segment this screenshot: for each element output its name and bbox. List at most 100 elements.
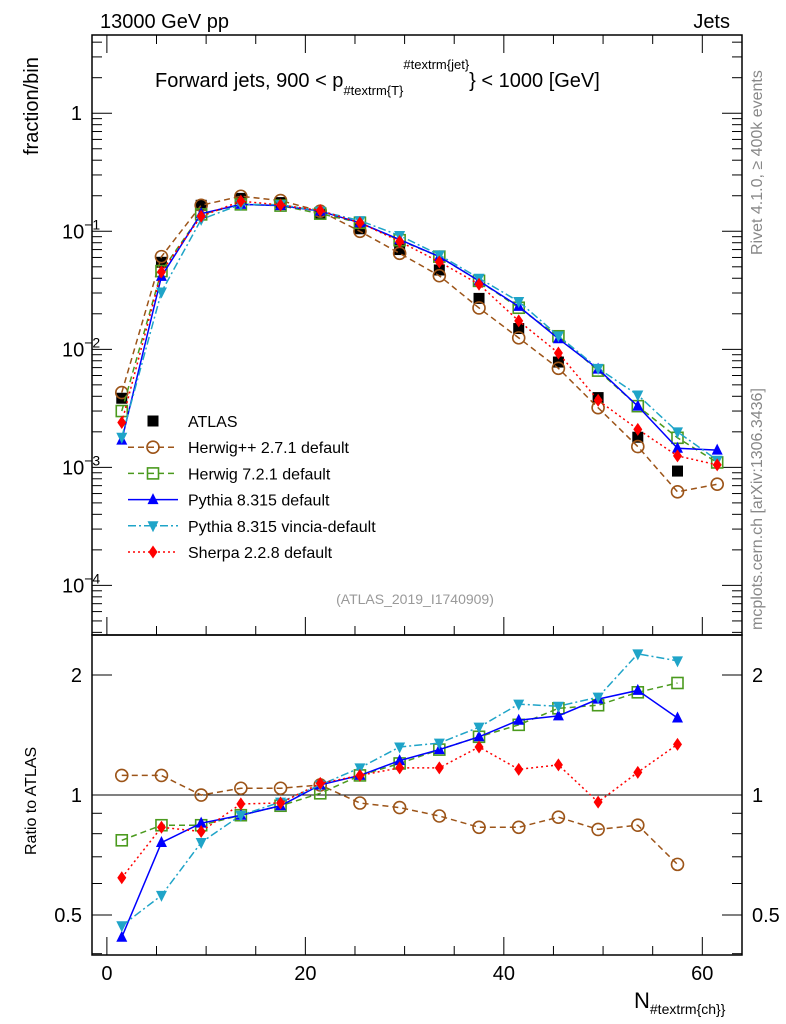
- ratio-tick-label-right: 1: [752, 785, 763, 807]
- data-point-pythia-8-315-default: [671, 441, 683, 453]
- ratio-point-pythia-8-315-vincia-default: [552, 701, 564, 713]
- y-tick-label: 10−3: [62, 452, 100, 479]
- ratio-point-pythia-8-315-default: [632, 683, 644, 695]
- data-point-sherpa-2-2-8-default: [712, 458, 722, 472]
- ratio-point-pythia-8-315-vincia-default: [513, 699, 525, 711]
- legend-marker-sherpa-2-2-8-default: [148, 545, 158, 559]
- y-axis-label: fraction/bin: [21, 57, 43, 155]
- ratio-point-herwig-2-7-1-default: [631, 818, 645, 833]
- x-label-sub: #textrm{ch}}: [650, 1001, 726, 1017]
- ratio-point-pythia-8-315-vincia-default: [155, 890, 167, 902]
- data-point-pythia-8-315-default: [711, 443, 723, 455]
- legend-label-atlas: ATLAS: [188, 414, 238, 431]
- data-point-atlas: [671, 465, 683, 477]
- data-point-pythia-8-315-vincia-default: [632, 390, 644, 402]
- ratio-tick-label: 2: [71, 665, 82, 687]
- ratio-tick-label-right: 2: [752, 665, 763, 687]
- x-tick-label: 40: [493, 963, 515, 985]
- data-point-sherpa-2-2-8-default: [672, 449, 682, 463]
- data-point-herwig-2-7-1-default: [472, 301, 486, 315]
- data-point-herwig-2-7-1-default: [710, 477, 724, 491]
- ratio-point-pythia-8-315-vincia-default: [116, 921, 128, 933]
- ratio-point-sherpa-2-2-8-default: [633, 765, 643, 779]
- data-point-sherpa-2-2-8-default: [276, 198, 286, 212]
- series-line-sherpa-2-2-8-default: [121, 200, 718, 466]
- ratio-frame: [91, 634, 743, 956]
- data-point-herwig-2-7-1-default: [631, 439, 645, 454]
- data-point-atlas: [473, 292, 485, 304]
- ratio-point-herwig-2-7-1-default: [472, 820, 486, 835]
- data-point-herwig-2-7-1-default: [670, 485, 685, 499]
- ratio-point-pythia-8-315-default: [394, 754, 406, 766]
- data-point-sherpa-2-2-8-default: [593, 393, 603, 407]
- ratio-point-herwig-2-7-1-default: [551, 810, 566, 824]
- title-end: } < 1000 [GeV]: [469, 70, 600, 92]
- ratio-point-sherpa-2-2-8-default: [553, 758, 563, 772]
- ratio-point-pythia-8-315-default: [671, 711, 683, 723]
- ratio-point-herwig-2-7-1-default: [194, 788, 208, 802]
- ratio-point-pythia-8-315-default: [195, 816, 207, 828]
- ratio-point-herwig-2-7-1-default: [154, 768, 169, 783]
- ratio-point-sherpa-2-2-8-default: [117, 871, 127, 885]
- ratio-point-pythia-8-315-vincia-default: [433, 738, 445, 750]
- series-line-herwig-2-7-1-default: [121, 195, 718, 493]
- data-point-sherpa-2-2-8-default: [395, 234, 405, 248]
- data-point-pythia-8-315-vincia-default: [671, 427, 683, 439]
- legend-label-herwig-2-7-1-default: Herwig++ 2.7.1 default: [188, 440, 350, 457]
- data-point-sherpa-2-2-8-default: [315, 203, 325, 217]
- legend-label-sherpa-2-2-8-default: Sherpa 2.2.8 default: [188, 545, 333, 562]
- plot-title: Forward jets, 900 < p#textrm{T} #textrm{j…: [155, 57, 600, 98]
- ratio-tick-label-right: 0.5: [752, 905, 780, 927]
- data-point-pythia-8-315-vincia-default: [552, 331, 564, 343]
- data-point-pythia-8-315-vincia-default: [592, 363, 604, 375]
- legend-label-pythia-8-315-default: Pythia 8.315 default: [188, 493, 330, 510]
- ratio-point-herwig-2-7-1-default: [432, 809, 447, 823]
- data-point-pythia-8-315-vincia-default: [116, 432, 128, 444]
- ratio-point-pythia-8-315-vincia-default: [394, 742, 406, 754]
- data-point-atlas: [195, 199, 207, 211]
- title-sub: #textrm{T}: [343, 83, 404, 98]
- ratio-line-sherpa-2-2-8-default: [121, 743, 678, 879]
- ratio-point-pythia-8-315-default: [513, 713, 525, 725]
- ratio-point-pythia-8-315-vincia-default: [632, 649, 644, 661]
- ratio-point-sherpa-2-2-8-default: [156, 820, 166, 834]
- ratio-tick-label: 1: [71, 785, 82, 807]
- data-point-sherpa-2-2-8-default: [633, 422, 643, 436]
- energy-label: 13000 GeV pp: [100, 11, 229, 33]
- x-tick-label: 60: [691, 963, 713, 985]
- ratio-point-sherpa-2-2-8-default: [672, 737, 682, 751]
- data-point-sherpa-2-2-8-default: [196, 209, 206, 223]
- ratio-point-sherpa-2-2-8-default: [474, 740, 484, 754]
- ratio-point-herwig-7-2-1-default: [671, 676, 684, 690]
- ratio-point-herwig-2-7-1-default: [353, 796, 367, 810]
- legend-marker-pythia-8-315-vincia-default: [147, 521, 159, 533]
- ratio-point-pythia-8-315-vincia-default: [235, 810, 247, 822]
- ratio-point-sherpa-2-2-8-default: [315, 776, 325, 790]
- ratio-point-pythia-8-315-default: [552, 709, 564, 721]
- data-point-sherpa-2-2-8-default: [117, 415, 127, 429]
- data-point-atlas: [513, 323, 525, 335]
- ratio-point-sherpa-2-2-8-default: [593, 795, 603, 809]
- data-point-sherpa-2-2-8-default: [434, 255, 444, 269]
- ratio-point-herwig-2-7-1-default: [511, 820, 526, 835]
- ratio-point-pythia-8-315-vincia-default: [354, 763, 366, 775]
- title-main: Forward jets, 900 < p: [155, 70, 343, 92]
- y-tick-label: 10−2: [62, 334, 100, 361]
- y-tick-label: 10−1: [62, 216, 100, 243]
- data-point-sherpa-2-2-8-default: [236, 194, 246, 208]
- ratio-point-pythia-8-315-vincia-default: [473, 722, 485, 734]
- data-point-pythia-8-315-vincia-default: [155, 287, 167, 299]
- legend-marker-pythia-8-315-default: [147, 493, 159, 505]
- ratio-point-sherpa-2-2-8-default: [236, 797, 246, 811]
- data-point-herwig-2-7-1-default: [154, 249, 169, 264]
- ratio-point-pythia-8-315-default: [155, 836, 167, 848]
- ratio-point-sherpa-2-2-8-default: [434, 761, 444, 775]
- x-tick-label: 0: [101, 963, 112, 985]
- data-point-herwig-2-7-1-default: [511, 331, 526, 345]
- ratio-point-sherpa-2-2-8-default: [355, 768, 365, 782]
- ratio-point-herwig-2-7-1-default: [392, 800, 407, 815]
- ratio-point-sherpa-2-2-8-default: [514, 762, 524, 776]
- rivet-label: Rivet 4.1.0, ≥ 400k events: [749, 70, 766, 255]
- x-label-main: N: [634, 988, 650, 1013]
